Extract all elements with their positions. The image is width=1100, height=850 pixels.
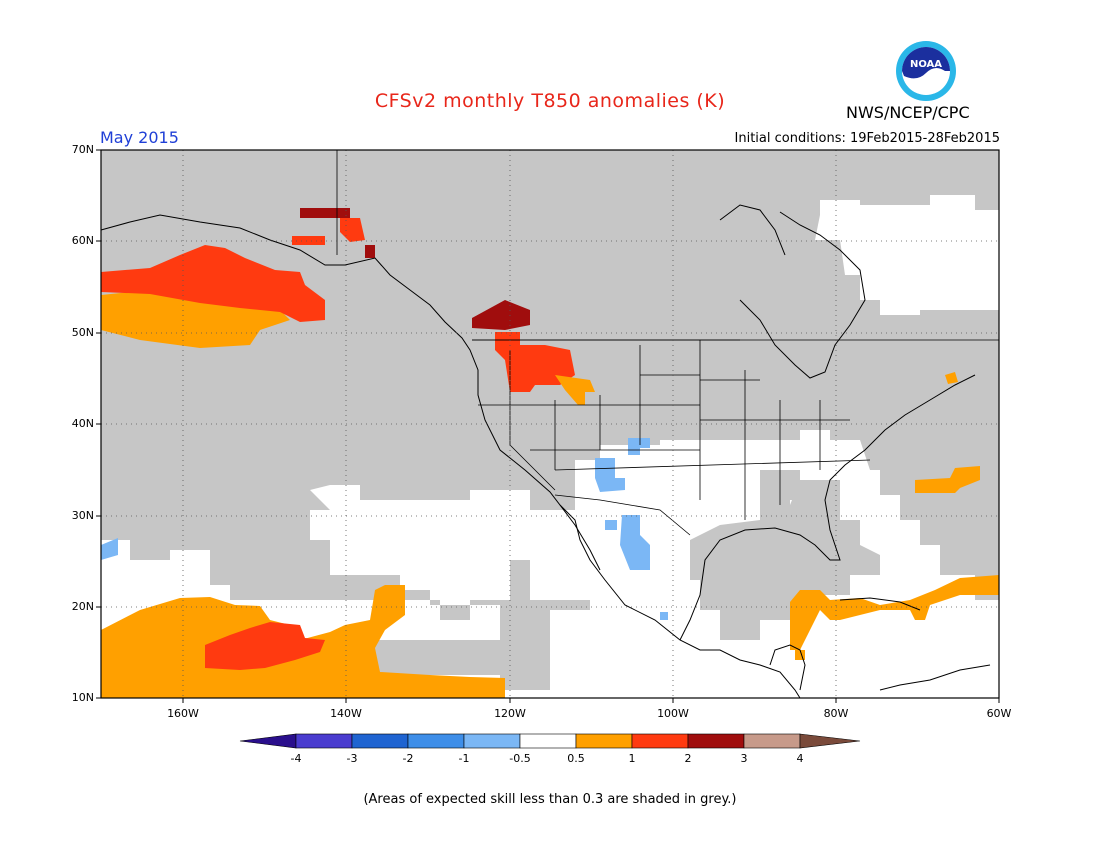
lon-label: 100W (657, 707, 689, 720)
lat-label: 20N (71, 600, 94, 613)
colorbar-label: 2 (684, 752, 692, 765)
pacific-white-region (101, 485, 360, 610)
colorbar-label: 1 (628, 752, 636, 765)
colorbar-swatch (519, 733, 577, 749)
noaa-logo-icon: NOAA (896, 41, 956, 101)
colorbar-swatch (743, 733, 801, 749)
political-borders (336, 150, 999, 536)
coastlines (100, 204, 991, 699)
map-frame (96, 149, 1000, 703)
cool-anomaly-regions (101, 438, 668, 620)
colorbar-swatch (575, 733, 633, 749)
colorbar (239, 733, 861, 749)
lat-label: 10N (71, 691, 94, 704)
colorbar-swatch (295, 733, 353, 749)
colorbar-label: -3 (346, 752, 358, 765)
logo-text: NOAA (910, 59, 942, 70)
colorbar-label: -4 (290, 752, 302, 765)
lon-label: 140W (330, 707, 362, 720)
lat-label: 70N (71, 143, 94, 156)
colorbar-label: 0.5 (567, 752, 585, 765)
lon-label: 60W (986, 707, 1012, 720)
initial-conditions: Initial conditions: 19Feb2015-28Feb2015 (734, 131, 1000, 146)
colorbar-min-arrow (239, 733, 297, 749)
lon-label: 160W (167, 707, 199, 720)
lon-label: 120W (494, 707, 526, 720)
colorbar-label: 4 (796, 752, 804, 765)
lat-label: 30N (71, 509, 94, 522)
lat-label: 50N (71, 326, 94, 339)
colorbar-swatch (407, 733, 465, 749)
chart-title: CFSv2 monthly T850 anomalies (K) (374, 90, 726, 112)
agency-label: NWS/NCEP/CPC (846, 103, 970, 122)
lat-label: 60N (71, 234, 94, 247)
colorbar-swatch (687, 733, 745, 749)
colorbar-swatch (631, 733, 689, 749)
forecast-month: May 2015 (100, 128, 179, 147)
warm-anomaly-regions (101, 208, 999, 698)
colorbar-label: -1 (458, 752, 470, 765)
colorbar-max-arrow (799, 733, 861, 749)
lon-label: 80W (823, 707, 849, 720)
colorbar-label: 3 (740, 752, 748, 765)
colorbar-label: -0.5 (509, 752, 531, 765)
colorbar-swatch (351, 733, 409, 749)
lat-label: 40N (71, 417, 94, 430)
colorbar-label: -2 (402, 752, 414, 765)
skill-footnote: (Areas of expected skill less than 0.3 a… (363, 792, 737, 807)
colorbar-swatch (463, 733, 521, 749)
